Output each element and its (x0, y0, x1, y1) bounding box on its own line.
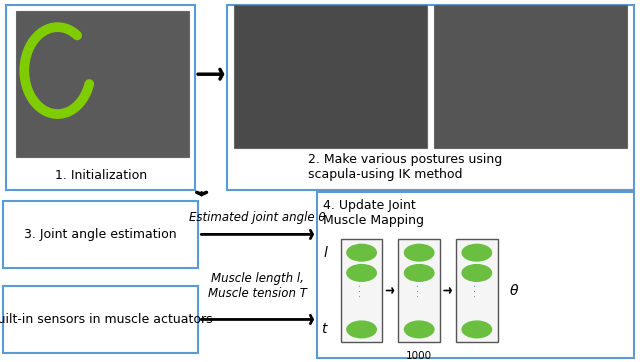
Text: Muscle length l,
Muscle tension T: Muscle length l, Muscle tension T (208, 272, 307, 300)
FancyBboxPatch shape (234, 5, 428, 148)
Circle shape (462, 244, 492, 261)
FancyBboxPatch shape (227, 5, 634, 190)
Text: 1. Initialization: 1. Initialization (55, 169, 147, 182)
Text: · · ·: · · · (472, 284, 481, 297)
Text: 2. Make various postures using
scapula-using IK method: 2. Make various postures using scapula-u… (308, 152, 502, 181)
FancyBboxPatch shape (3, 201, 198, 268)
Text: · · ·: · · · (357, 284, 366, 297)
Text: $t$: $t$ (321, 323, 329, 336)
Circle shape (347, 321, 376, 338)
Circle shape (462, 321, 492, 338)
Text: 1000: 1000 (406, 351, 432, 361)
Text: 3. Joint angle estimation: 3. Joint angle estimation (24, 228, 177, 241)
Circle shape (347, 265, 376, 281)
Text: $\theta$: $\theta$ (509, 283, 519, 298)
FancyBboxPatch shape (434, 5, 627, 148)
Circle shape (404, 321, 434, 338)
FancyBboxPatch shape (3, 286, 198, 353)
Circle shape (404, 265, 434, 281)
Text: $l$: $l$ (323, 245, 329, 260)
FancyBboxPatch shape (456, 239, 498, 342)
Circle shape (462, 265, 492, 281)
FancyBboxPatch shape (340, 239, 383, 342)
FancyBboxPatch shape (398, 239, 440, 342)
Text: Built-in sensors in muscle actuators: Built-in sensors in muscle actuators (0, 313, 212, 326)
FancyBboxPatch shape (317, 192, 634, 358)
FancyBboxPatch shape (6, 5, 195, 190)
Text: 4. Update Joint
Muscle Mapping: 4. Update Joint Muscle Mapping (323, 199, 424, 227)
Circle shape (347, 244, 376, 261)
Circle shape (404, 244, 434, 261)
Text: · · ·: · · · (415, 284, 424, 297)
FancyBboxPatch shape (16, 11, 189, 157)
Text: Estimated joint angle θ: Estimated joint angle θ (189, 211, 326, 223)
